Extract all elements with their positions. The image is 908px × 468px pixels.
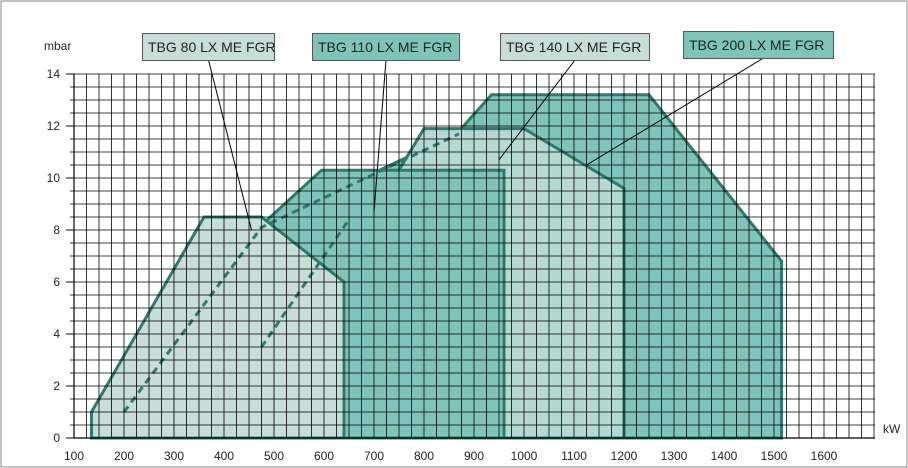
x-tick-label: 1500 [761,449,788,463]
y-tick-label: 10 [47,171,61,185]
x-tick-label: 1600 [811,449,838,463]
dashed-line-1 [260,218,351,348]
y-tick-label: 4 [53,327,60,341]
x-tick-label: 100 [64,449,84,463]
x-tick-label: 900 [464,449,484,463]
y-tick-label: 0 [53,431,60,445]
x-axis-unit: kW [883,422,901,436]
y-axis-unit: mbar [44,39,71,53]
series-label-tbg110: TBG 110 LX ME FGR [312,33,460,61]
x-tick-label: 600 [314,449,334,463]
x-tick-label: 1100 [561,449,587,463]
x-tick-label: 400 [214,449,234,463]
x-tick-label: 1000 [511,449,538,463]
x-tick-label: 500 [264,449,284,463]
series-label-tbg140: TBG 140 LX ME FGR [500,33,650,61]
y-tick-label: 6 [53,275,60,289]
x-tick-label: 1400 [711,449,738,463]
x-tick-label: 200 [114,449,134,463]
series-label-tbg200: TBG 200 LX ME FGR [683,31,834,59]
y-tick-label: 12 [47,119,61,133]
x-tick-label: 1300 [661,449,688,463]
y-tick-label: 2 [53,379,60,393]
x-tick-label: 1200 [611,449,638,463]
x-tick-label: 300 [164,449,184,463]
label-pointer-line [498,59,576,161]
x-tick-label: 800 [414,449,434,463]
y-tick-label: 14 [47,67,61,81]
label-pointer-line [208,59,252,231]
series-label-tbg80: TBG 80 LX ME FGR [142,33,276,61]
label-pointer-line [586,57,764,166]
x-tick-label: 700 [364,449,384,463]
y-tick-label: 8 [53,223,60,237]
label-pointer-line [373,59,387,212]
